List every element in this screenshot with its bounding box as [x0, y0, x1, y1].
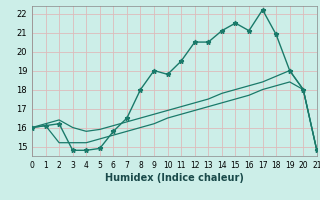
X-axis label: Humidex (Indice chaleur): Humidex (Indice chaleur) [105, 173, 244, 183]
